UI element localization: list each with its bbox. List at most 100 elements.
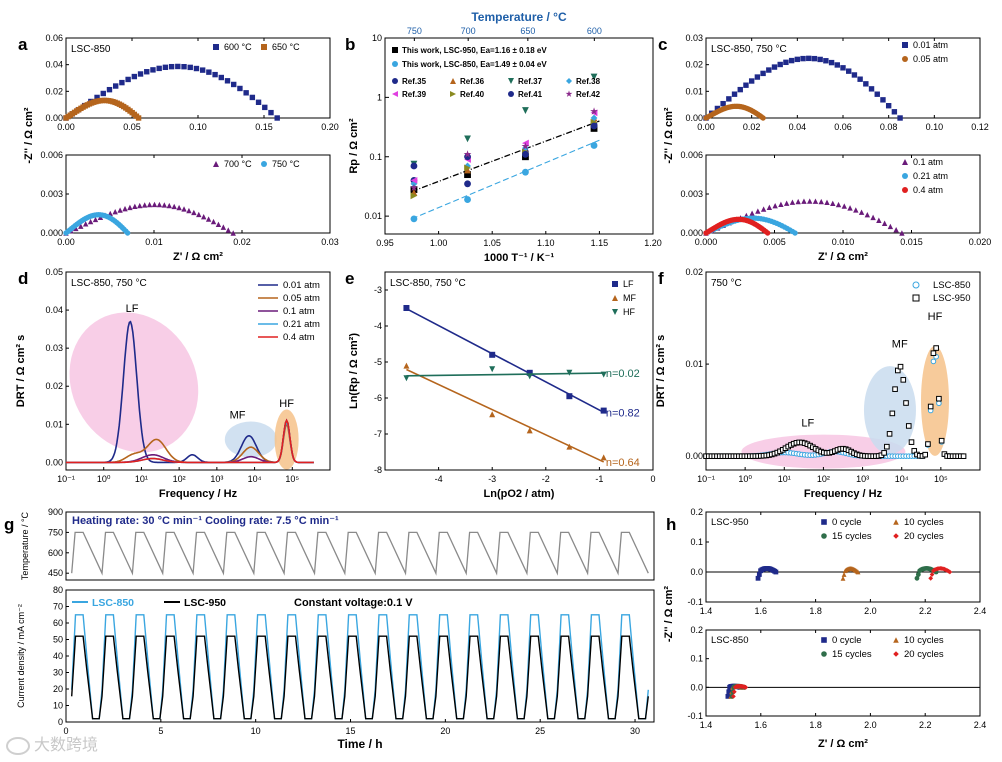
data-point bbox=[600, 454, 607, 461]
data-point bbox=[566, 393, 573, 400]
data-point bbox=[262, 104, 268, 111]
data-point bbox=[930, 350, 937, 356]
data-point bbox=[218, 74, 224, 81]
legend-label: This work, LSC-950, Ea=1.16 ± 0.18 eV bbox=[402, 46, 547, 55]
legend-label: 600 °C bbox=[224, 42, 252, 52]
data-point bbox=[925, 441, 931, 447]
slope-label: n=0.64 bbox=[606, 457, 640, 469]
legend-label: LF bbox=[623, 279, 634, 289]
data-point bbox=[125, 76, 131, 83]
data-point bbox=[526, 369, 533, 376]
x-tick-label: 0.05 bbox=[123, 122, 141, 132]
x-tick-label: 1.4 bbox=[700, 720, 713, 730]
data-point bbox=[566, 78, 572, 84]
panel-letter: c bbox=[658, 35, 667, 54]
data-point bbox=[893, 226, 899, 233]
region-label: HF bbox=[928, 311, 943, 323]
y-tick-label: 0.01 bbox=[364, 211, 382, 221]
data-point bbox=[162, 64, 169, 71]
y-tick-label: -6 bbox=[374, 393, 382, 403]
series-Ref.36 bbox=[410, 114, 598, 196]
y-tick-label: -5 bbox=[374, 357, 382, 367]
data-point bbox=[851, 72, 858, 78]
data-point bbox=[176, 204, 182, 211]
data-point bbox=[112, 208, 118, 215]
series-MF: n=0.64 MF bbox=[403, 293, 640, 469]
y-axis-label: Rp / Ω cm² bbox=[348, 118, 360, 174]
data-point bbox=[117, 207, 123, 213]
y-tick-label: 0.0 bbox=[690, 682, 703, 692]
subplot-frame bbox=[705, 629, 981, 717]
data-point bbox=[141, 202, 148, 208]
data-point bbox=[464, 164, 471, 172]
legend-label: 0.01 atm bbox=[913, 40, 948, 50]
legend-label: 0.05 atm bbox=[283, 293, 320, 304]
x-tick-label: 10⁻¹ bbox=[697, 474, 715, 484]
legend-marker bbox=[912, 281, 920, 289]
legend-label: 0 cycle bbox=[832, 635, 862, 646]
y-tick-label: 0.0 bbox=[690, 567, 703, 577]
data-point bbox=[870, 214, 876, 221]
x-tick-label: 1.4 bbox=[700, 606, 713, 616]
data-point bbox=[789, 199, 796, 205]
x-tick-label: 2.0 bbox=[864, 606, 877, 616]
series-LF: n=0.82 LF bbox=[403, 279, 640, 419]
top-tick-label: 650 bbox=[520, 26, 535, 36]
x-tick-label: 2.4 bbox=[974, 606, 987, 616]
legend-label: 700 °C bbox=[224, 159, 252, 169]
data-point bbox=[106, 86, 113, 93]
data-point bbox=[526, 427, 533, 434]
y-tick-label: 0.03 bbox=[45, 343, 63, 353]
legend-marker bbox=[821, 519, 827, 525]
data-point bbox=[886, 431, 893, 437]
x-tick-label: 0.00 bbox=[697, 122, 715, 132]
x-tick-label: 0.03 bbox=[321, 237, 339, 247]
data-point bbox=[960, 453, 967, 459]
x-tick-label: 0.12 bbox=[971, 122, 989, 132]
x-tick-label: 0.10 bbox=[189, 122, 207, 132]
series-20 cycles: 20 cycles bbox=[893, 531, 953, 581]
legend-marker bbox=[612, 295, 618, 301]
data-point bbox=[205, 216, 212, 222]
data-point bbox=[161, 202, 168, 208]
data-point bbox=[840, 65, 846, 71]
series-line bbox=[66, 418, 314, 464]
series-Ref.37 bbox=[410, 73, 598, 168]
data-point bbox=[410, 176, 418, 184]
data-point bbox=[127, 204, 133, 211]
y-tick-label: 0.003 bbox=[680, 189, 703, 199]
data-point bbox=[938, 437, 945, 444]
watermark: 大数跨境 bbox=[6, 733, 126, 757]
legend-marker bbox=[902, 56, 908, 62]
data-point bbox=[840, 575, 846, 581]
data-point bbox=[135, 115, 142, 121]
data-point bbox=[156, 201, 163, 208]
x-tick-label: 0.20 bbox=[321, 122, 339, 132]
data-point bbox=[853, 207, 859, 213]
data-point bbox=[846, 68, 852, 74]
data-point bbox=[590, 142, 598, 149]
series-Ref.41 bbox=[410, 122, 598, 170]
y-tick-label: 0.1 bbox=[369, 152, 382, 162]
y-tick-label: 450 bbox=[48, 568, 63, 578]
plot-frame bbox=[384, 37, 654, 235]
data-point bbox=[526, 373, 533, 380]
rate-annotation: Heating rate: 30 °C min⁻¹ Cooling rate: … bbox=[72, 515, 339, 527]
legend-label: 20 cycles bbox=[904, 531, 944, 542]
x-axis-label: Ln(pO2 / atm) bbox=[484, 488, 555, 500]
series-0.01 atm: 0.01 atm bbox=[703, 40, 948, 121]
y-tick-label: 750 bbox=[48, 527, 63, 537]
series-0.1 atm: 0.1 atm bbox=[703, 157, 943, 236]
y-tick-label: 0.01 bbox=[685, 86, 703, 96]
data-point bbox=[590, 73, 598, 81]
panel-annotation: LSC-850, 750 °C bbox=[71, 278, 147, 289]
data-point bbox=[87, 218, 94, 225]
legend-label: This work, LSC-850, Ea=1.49 ± 0.04 eV bbox=[402, 60, 547, 69]
data-point bbox=[847, 205, 853, 211]
legend-label: 650 °C bbox=[272, 42, 300, 52]
data-point bbox=[881, 220, 888, 226]
x-tick-label: 1.05 bbox=[483, 238, 501, 248]
y-tick-label: 0.02 bbox=[45, 86, 63, 96]
subplot-frame bbox=[705, 511, 981, 603]
